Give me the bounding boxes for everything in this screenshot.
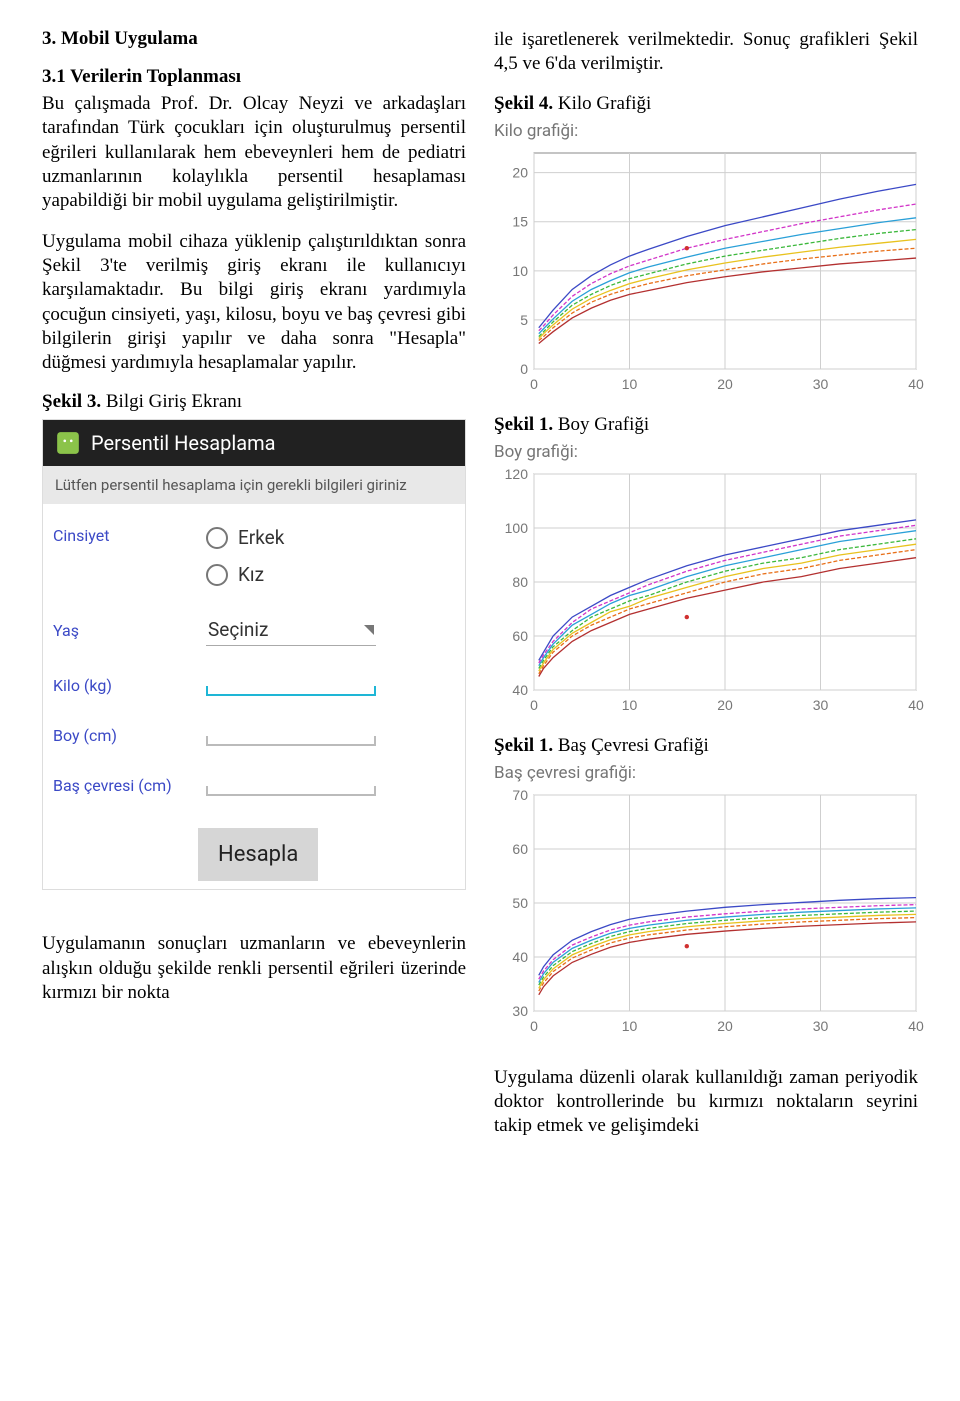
chart-title: Kilo grafiği: <box>494 121 918 141</box>
svg-text:0: 0 <box>520 361 528 377</box>
svg-text:100: 100 <box>505 520 529 536</box>
label-height: Boy (cm) <box>53 726 198 745</box>
svg-text:10: 10 <box>622 1018 638 1034</box>
height-input[interactable] <box>206 724 376 746</box>
paragraph: Bu çalışmada Prof. Dr. Olcay Neyzi ve ar… <box>42 92 466 214</box>
svg-text:80: 80 <box>512 574 528 590</box>
svg-text:30: 30 <box>512 1003 528 1019</box>
radio-male[interactable]: Erkek <box>206 526 284 549</box>
figure-caption: Şekil 1. Baş Çevresi Grafiği <box>494 735 918 757</box>
svg-text:60: 60 <box>512 628 528 644</box>
radio-female[interactable]: Kız <box>206 563 284 586</box>
radio-icon <box>206 527 228 549</box>
app-title-bar: Persentil Hesaplama <box>43 420 465 466</box>
paragraph: Uygulamanın sonuçları uzmanların ve ebev… <box>42 932 466 1005</box>
svg-text:20: 20 <box>717 697 733 713</box>
svg-text:20: 20 <box>512 164 528 180</box>
svg-text:60: 60 <box>512 841 528 857</box>
app-title: Persentil Hesaplama <box>91 431 276 455</box>
app-instruction: Lütfen persentil hesaplama için gerekli … <box>43 466 465 504</box>
app-screenshot: Persentil Hesaplama Lütfen persentil hes… <box>42 419 466 890</box>
figure-caption: Şekil 4. Kilo Grafiği <box>494 93 918 115</box>
svg-text:40: 40 <box>908 1018 924 1034</box>
svg-text:20: 20 <box>717 1018 733 1034</box>
label-gender: Cinsiyet <box>53 526 198 545</box>
section-heading: 3. Mobil Uygulama <box>42 28 466 50</box>
paragraph: Uygulama mobil cihaza yüklenip çalıştırı… <box>42 230 466 376</box>
svg-text:40: 40 <box>512 682 528 698</box>
svg-text:15: 15 <box>512 213 528 229</box>
svg-text:0: 0 <box>530 697 538 713</box>
svg-text:0: 0 <box>530 376 538 392</box>
height-chart: 010203040406080100120 <box>494 466 918 721</box>
radio-icon <box>206 564 228 586</box>
head-chart: 0102030403040506070 <box>494 787 918 1042</box>
label-weight: Kilo (kg) <box>53 676 198 695</box>
label-age: Yaş <box>53 621 198 640</box>
label-head: Baş çevresi (cm) <box>53 776 198 795</box>
age-spinner[interactable]: Seçiniz <box>206 614 376 646</box>
chart-title: Baş çevresi grafiği: <box>494 763 918 783</box>
svg-text:70: 70 <box>512 787 528 803</box>
subsection-heading: 3.1 Verilerin Toplanması <box>42 66 466 88</box>
weight-input[interactable] <box>206 674 376 696</box>
figure-caption: Şekil 3. Bilgi Giriş Ekranı <box>42 391 466 413</box>
svg-text:40: 40 <box>908 376 924 392</box>
svg-text:40: 40 <box>512 949 528 965</box>
dropdown-arrow-icon <box>364 625 374 635</box>
svg-text:30: 30 <box>813 376 829 392</box>
svg-text:50: 50 <box>512 895 528 911</box>
svg-text:10: 10 <box>512 262 528 278</box>
svg-text:20: 20 <box>717 376 733 392</box>
svg-text:40: 40 <box>908 697 924 713</box>
paragraph: Uygulama düzenli olarak kullanıldığı zam… <box>494 1066 918 1139</box>
svg-text:5: 5 <box>520 312 528 328</box>
head-input[interactable] <box>206 774 376 796</box>
svg-text:30: 30 <box>813 697 829 713</box>
figure-caption: Şekil 1. Boy Grafiği <box>494 414 918 436</box>
svg-text:120: 120 <box>505 466 529 482</box>
weight-chart: 01020304005101520 <box>494 145 918 400</box>
paragraph: ile işaretlenerek verilmektedir. Sonuç g… <box>494 28 918 77</box>
svg-text:0: 0 <box>530 1018 538 1034</box>
android-icon <box>55 430 81 456</box>
svg-text:10: 10 <box>622 697 638 713</box>
calculate-button[interactable]: Hesapla <box>198 828 318 881</box>
svg-text:30: 30 <box>813 1018 829 1034</box>
svg-text:10: 10 <box>622 376 638 392</box>
chart-title: Boy grafiği: <box>494 442 918 462</box>
